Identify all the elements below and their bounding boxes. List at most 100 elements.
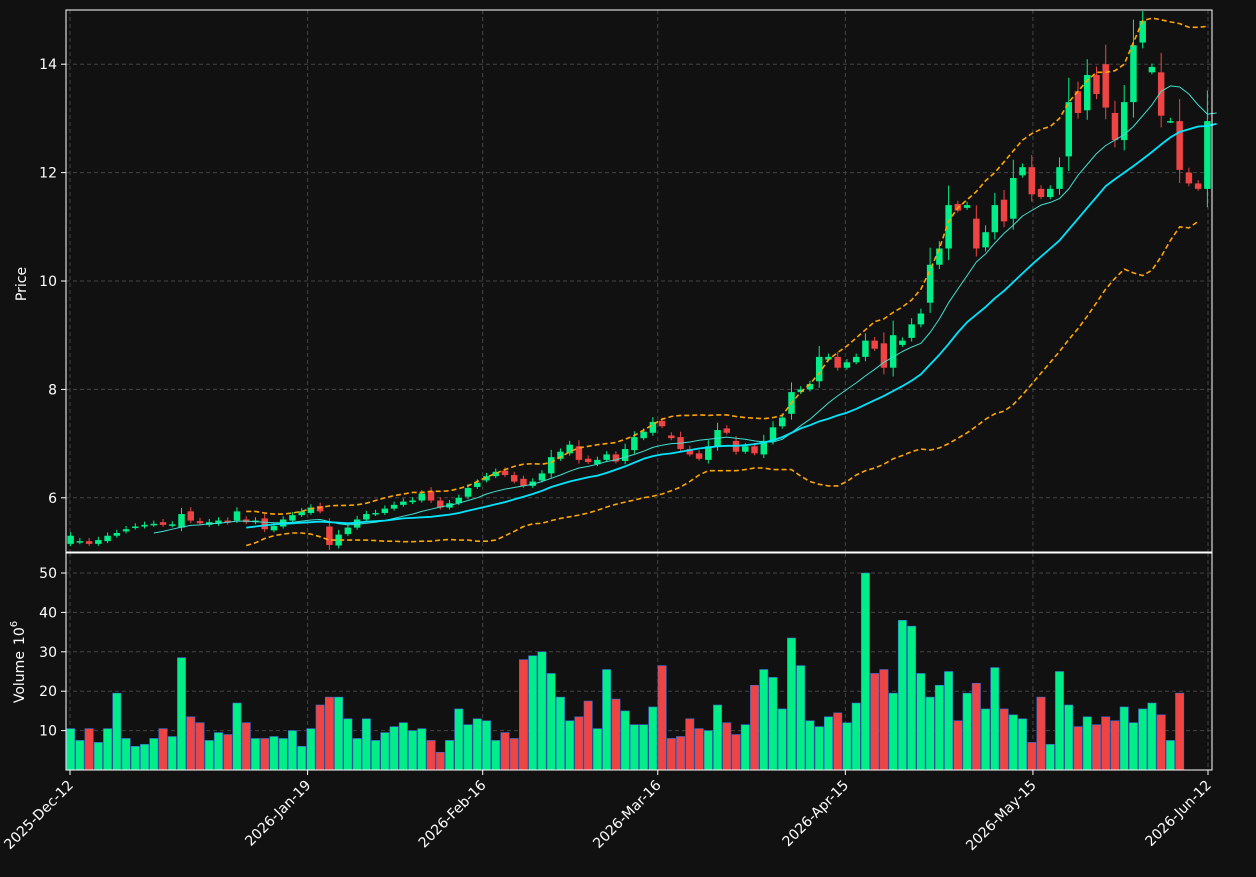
volume-bar <box>842 722 852 771</box>
volume-bars <box>66 572 1185 771</box>
candle-body <box>1130 45 1137 103</box>
candle-body <box>594 459 601 465</box>
volume-axis-label: Volume 106 <box>9 621 28 703</box>
candle-body <box>1102 64 1109 108</box>
volume-bar <box>177 657 186 771</box>
candle-body <box>113 533 121 536</box>
volume-bar <box>759 669 769 771</box>
volume-y-ticks: 10 20 30 40 50 <box>39 566 66 740</box>
candle-body <box>779 417 786 427</box>
volume-bar <box>306 728 316 771</box>
volume-bar <box>103 728 113 771</box>
volume-bar <box>713 704 723 771</box>
volume-bar <box>278 738 288 771</box>
volume-bar <box>953 720 963 771</box>
volume-bar <box>657 665 667 771</box>
candle-body <box>1204 121 1211 189</box>
volume-bar <box>491 740 501 771</box>
candle-body <box>862 340 869 357</box>
candle-body <box>963 205 971 208</box>
candle-body <box>815 356 823 382</box>
candle-body <box>723 428 731 433</box>
volume-bar <box>93 742 103 771</box>
candle-body <box>501 470 509 476</box>
candle-body <box>1047 188 1054 197</box>
candle-body <box>381 508 389 513</box>
volume-bar <box>787 637 796 771</box>
candle-body <box>1176 121 1183 170</box>
volume-bar <box>1156 714 1166 771</box>
volume-bar <box>324 696 334 771</box>
volume-axis-label-power: 6 <box>9 621 20 627</box>
candle-body <box>95 540 102 544</box>
candle-body <box>464 488 472 497</box>
volume-bar <box>1018 718 1027 771</box>
volume-bar <box>352 738 362 771</box>
candle-body <box>557 451 564 459</box>
price-y-ticks: 6 8 10 12 14 <box>39 57 66 507</box>
volume-bar <box>251 738 260 771</box>
candle-body <box>529 481 536 486</box>
volume-bar <box>186 716 196 771</box>
candle-body <box>335 534 342 546</box>
volume-bar <box>130 746 140 771</box>
volume-bar <box>380 732 390 771</box>
volume-panel-frame <box>65 552 1213 771</box>
volume-bar <box>297 746 307 771</box>
volume-bar <box>315 704 325 771</box>
candle-body <box>843 362 851 368</box>
volume-bar <box>435 751 445 771</box>
candle-body <box>1000 199 1008 222</box>
candle-body <box>751 446 758 454</box>
volume-bar <box>620 710 630 771</box>
volume-bar <box>916 673 926 771</box>
candle-body <box>760 440 768 455</box>
volume-bar <box>555 696 565 771</box>
volume-bar <box>361 718 371 771</box>
candle-body <box>936 248 943 265</box>
volume-bar <box>888 692 898 771</box>
candle-body <box>159 522 167 525</box>
candle-body <box>668 435 675 439</box>
candle-body <box>141 524 148 527</box>
candle-body <box>307 507 315 513</box>
volume-bar <box>167 736 177 771</box>
candle-body <box>917 313 925 325</box>
volume-bar <box>796 665 806 771</box>
volume-bar <box>121 738 131 771</box>
candle-body <box>908 324 915 338</box>
candle-body <box>1111 112 1119 141</box>
candle-body <box>104 535 111 542</box>
candle-body <box>418 493 426 501</box>
volume-bar <box>195 722 205 771</box>
candle-body <box>363 514 370 520</box>
candle-body <box>510 475 518 482</box>
volume-bar <box>944 671 954 771</box>
candle-body <box>372 512 379 515</box>
volume-bar <box>1064 704 1074 771</box>
volume-bar <box>1027 742 1037 771</box>
volume-axis-label-name: Volume <box>12 651 28 703</box>
candle-body <box>1065 102 1072 157</box>
volume-bar <box>962 692 972 771</box>
candle-body <box>132 526 139 529</box>
candle-body <box>806 383 814 390</box>
volume-bar <box>214 732 223 771</box>
candle-body <box>400 501 407 505</box>
candle-body <box>852 356 860 363</box>
volume-bar <box>509 738 519 771</box>
volume-bar <box>472 718 482 771</box>
volume-bar <box>971 683 981 771</box>
candle-body <box>834 356 841 368</box>
price-axis-label: Price <box>14 267 30 301</box>
volume-bar <box>1138 708 1148 771</box>
volume-bar <box>112 692 122 771</box>
volume-bar <box>546 673 556 771</box>
volume-bar <box>334 696 344 771</box>
candle-body <box>261 518 268 530</box>
volume-bar <box>777 708 787 771</box>
volume-bar <box>1165 740 1175 771</box>
candle-body <box>649 421 657 433</box>
candle-body <box>122 529 130 532</box>
